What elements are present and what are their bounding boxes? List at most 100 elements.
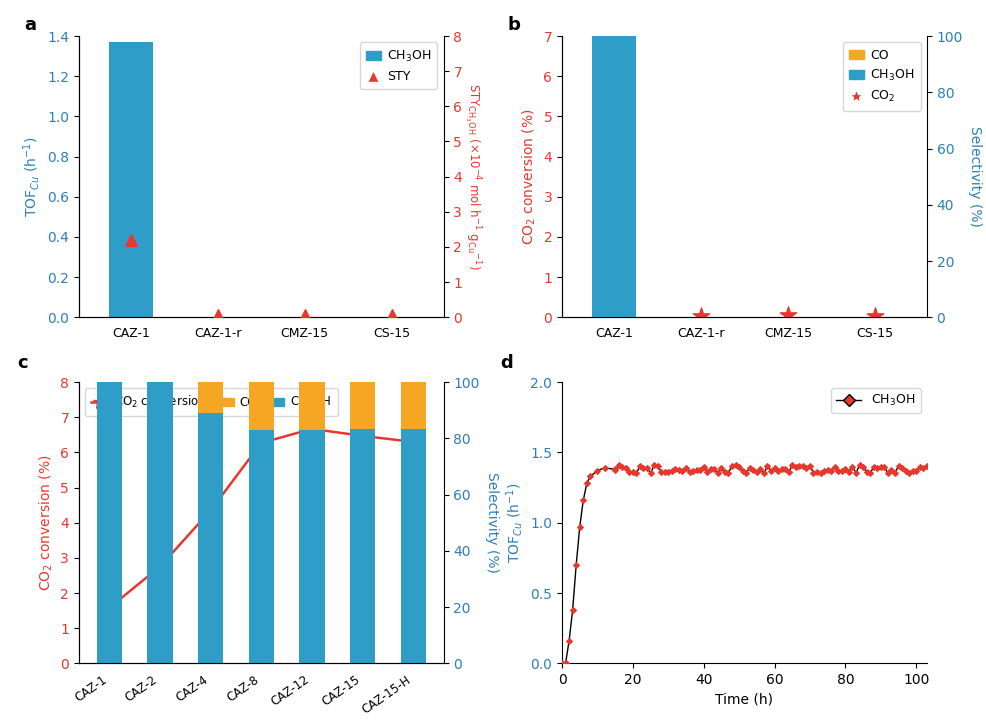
Point	[699, 466, 715, 477]
Point	[692, 464, 708, 475]
Point	[710, 467, 726, 479]
Point	[845, 461, 861, 472]
Point	[837, 463, 853, 474]
Point	[890, 461, 906, 472]
Point	[788, 461, 804, 473]
Point	[721, 467, 737, 479]
Point	[597, 462, 612, 474]
Bar	[147, 382, 173, 663]
Point	[703, 464, 719, 475]
Point	[870, 461, 885, 473]
Point	[863, 468, 879, 479]
Point	[763, 466, 779, 477]
Point	[297, 310, 313, 322]
Point	[905, 465, 921, 477]
Point	[855, 461, 871, 473]
Point	[661, 466, 676, 478]
Point	[590, 465, 605, 477]
Point	[606, 248, 622, 260]
Point	[877, 461, 892, 473]
Point	[802, 460, 817, 472]
Point	[780, 309, 796, 321]
Point	[643, 468, 659, 479]
Point	[576, 495, 592, 506]
Point	[827, 461, 843, 472]
Bar	[248, 382, 274, 430]
Point	[681, 466, 697, 478]
Point	[717, 466, 733, 478]
Y-axis label: CO$_2$ conversion (%): CO$_2$ conversion (%)	[521, 108, 538, 245]
Point	[664, 465, 679, 477]
Bar	[593, 36, 636, 317]
Bar	[400, 382, 426, 428]
Point	[792, 460, 808, 472]
Point	[739, 467, 754, 479]
Bar	[198, 382, 223, 413]
Point	[685, 465, 701, 477]
Point	[880, 467, 895, 479]
Text: d: d	[500, 354, 513, 372]
Point	[812, 467, 828, 479]
Point	[799, 463, 814, 474]
Point	[919, 460, 935, 472]
Point	[674, 465, 690, 477]
Point	[810, 466, 825, 477]
Point	[823, 466, 839, 477]
Point	[883, 465, 899, 477]
Point	[646, 459, 662, 471]
Point	[572, 521, 588, 533]
Point	[894, 462, 910, 474]
Point	[689, 464, 705, 476]
Point	[558, 658, 574, 669]
Point	[671, 464, 687, 476]
Point	[714, 463, 730, 474]
Point	[610, 460, 626, 472]
Y-axis label: Selectivity (%): Selectivity (%)	[485, 472, 499, 573]
Text: b: b	[507, 17, 521, 35]
Point	[654, 466, 669, 477]
Point	[867, 310, 882, 322]
Legend: CO, CH$_3$OH, CO$_2$: CO, CH$_3$OH, CO$_2$	[843, 43, 921, 110]
Point	[819, 464, 835, 476]
Point	[583, 471, 599, 482]
Point	[749, 466, 765, 478]
Point	[852, 459, 868, 471]
Y-axis label: CO$_2$ conversion (%): CO$_2$ conversion (%)	[37, 454, 55, 591]
Point	[841, 466, 857, 478]
Point	[777, 463, 793, 474]
Point	[565, 604, 581, 616]
Point	[781, 466, 797, 478]
Point	[568, 559, 584, 571]
Point	[816, 465, 832, 477]
Point	[618, 463, 634, 474]
Point	[561, 635, 577, 647]
Bar	[300, 382, 324, 430]
Legend: CH$_3$OH, STY: CH$_3$OH, STY	[360, 43, 438, 89]
Point	[632, 461, 648, 472]
Legend: CO$_2$ conversion, CO, CH$_3$OH: CO$_2$ conversion, CO, CH$_3$OH	[85, 388, 337, 416]
Bar	[248, 430, 274, 663]
Y-axis label: TOF$_{Cu}$ (h$^{-1}$): TOF$_{Cu}$ (h$^{-1}$)	[504, 482, 525, 563]
Point	[639, 461, 655, 473]
X-axis label: Time (h): Time (h)	[716, 693, 773, 707]
Bar	[109, 42, 153, 317]
Point	[759, 460, 775, 472]
Point	[767, 462, 783, 474]
Point	[735, 465, 750, 477]
Point	[887, 466, 903, 478]
Point	[614, 461, 630, 473]
Point	[752, 464, 768, 475]
Point	[784, 459, 800, 471]
Point	[830, 465, 846, 477]
Point	[795, 460, 810, 472]
Point	[732, 461, 747, 472]
Point	[745, 464, 761, 476]
Point	[636, 463, 652, 474]
Point	[728, 459, 743, 471]
Point	[607, 464, 623, 475]
Point	[628, 467, 644, 479]
Point	[668, 464, 683, 475]
Point	[621, 466, 637, 478]
Legend: CH$_3$OH: CH$_3$OH	[831, 389, 921, 413]
Bar	[350, 428, 376, 663]
